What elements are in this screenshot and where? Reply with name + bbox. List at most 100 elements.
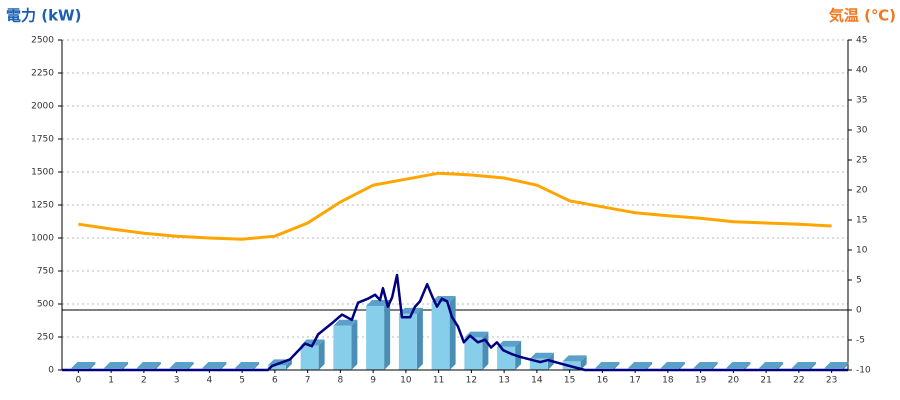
- bar-top: [104, 362, 129, 368]
- bar-side: [187, 362, 194, 370]
- bar-side: [285, 359, 292, 370]
- y-tick-label: 0: [48, 366, 54, 376]
- x-tick-label: 4: [207, 376, 213, 386]
- bar-top: [136, 362, 161, 368]
- bar-side: [744, 362, 751, 370]
- bar-top: [529, 352, 554, 359]
- y2-tick-label: 45: [856, 36, 867, 46]
- x-tick-label: 18: [662, 376, 674, 386]
- x-tick-label: 16: [597, 376, 609, 386]
- y-tick-label: 1750: [31, 135, 54, 145]
- x-tick-label: 2: [141, 376, 147, 386]
- bar-side: [89, 362, 96, 370]
- bar-top: [235, 362, 260, 368]
- bar-side: [777, 362, 784, 370]
- y2-tick-label: 0: [856, 306, 862, 316]
- y2-tick-label: 15: [856, 216, 867, 226]
- y-axis-title: 電力 (kW): [6, 7, 81, 25]
- bar-top: [628, 362, 653, 368]
- bar-side: [613, 362, 620, 370]
- x-tick-label: 23: [826, 376, 837, 386]
- bar-side: [711, 362, 718, 370]
- bar: [333, 325, 352, 370]
- bar-top: [169, 362, 194, 368]
- bar-top: [71, 362, 96, 368]
- bar: [366, 305, 385, 370]
- x-tick-label: 11: [433, 376, 444, 386]
- bar: [431, 302, 450, 370]
- y2-tick-label: 20: [856, 186, 868, 196]
- y2-tick-label: 30: [856, 126, 868, 136]
- power-line: [62, 273, 848, 372]
- bar-side: [580, 355, 587, 370]
- x-tick-label: 3: [174, 376, 180, 386]
- bar-top: [497, 340, 522, 347]
- bar-top: [366, 299, 391, 306]
- y-tick-label: 2000: [31, 102, 54, 112]
- bar-top: [693, 362, 718, 368]
- bar: [300, 345, 319, 370]
- y-tick-label: 250: [37, 333, 54, 343]
- y-tick-label: 1500: [31, 168, 54, 178]
- bar-top: [791, 362, 816, 368]
- bar-side: [220, 362, 227, 370]
- bar-side: [384, 299, 391, 370]
- bar-side: [416, 307, 423, 370]
- y-tick-label: 2500: [31, 36, 54, 46]
- x-tick-label: 10: [400, 376, 412, 386]
- bar-top: [726, 362, 751, 368]
- bar-top: [595, 362, 620, 368]
- bar: [267, 365, 286, 370]
- x-tick-label: 21: [760, 376, 771, 386]
- x-tick-label: 1: [108, 376, 114, 386]
- temperature-line: [78, 171, 832, 241]
- bar-top: [398, 307, 423, 314]
- bar-side: [253, 362, 260, 370]
- y2-tick-label: -5: [856, 336, 865, 346]
- x-tick-label: 7: [305, 376, 311, 386]
- bar: [464, 337, 483, 370]
- y2-tick-label: 35: [856, 96, 867, 106]
- x-tick-label: 20: [728, 376, 740, 386]
- y-tick-label: 500: [37, 300, 54, 310]
- y2-tick-label: 25: [856, 156, 867, 166]
- y2-tick-label: -10: [856, 366, 871, 376]
- y2-tick-label: 40: [856, 66, 868, 76]
- bar-side: [449, 296, 456, 370]
- x-tick-label: 15: [564, 376, 575, 386]
- y-tick-label: 750: [37, 267, 54, 277]
- y2-axis-title: 気温 (℃): [829, 7, 896, 25]
- bar-top: [202, 362, 227, 368]
- bar-side: [809, 362, 816, 370]
- bar-top: [562, 355, 587, 362]
- x-tick-label: 6: [272, 376, 278, 386]
- y2-tick-label: 5: [856, 276, 862, 286]
- x-tick-label: 9: [370, 376, 376, 386]
- y-tick-label: 1250: [31, 201, 54, 211]
- bar-side: [646, 362, 653, 370]
- bar-side: [842, 362, 849, 370]
- x-tick-label: 12: [466, 376, 477, 386]
- bar-side: [122, 362, 129, 370]
- x-tick-label: 22: [793, 376, 804, 386]
- bar-side: [678, 362, 685, 370]
- x-tick-label: 0: [76, 376, 82, 386]
- bar: [398, 313, 417, 370]
- bar-top: [759, 362, 784, 368]
- y-tick-label: 1000: [31, 234, 54, 244]
- x-tick-label: 19: [695, 376, 707, 386]
- bar-side: [351, 319, 358, 370]
- x-tick-label: 17: [629, 376, 640, 386]
- bar: [529, 358, 548, 370]
- x-tick-label: 14: [531, 376, 543, 386]
- bar-top: [660, 362, 685, 368]
- bar-side: [154, 362, 161, 370]
- y-tick-label: 2250: [31, 69, 54, 79]
- bar-side: [482, 331, 489, 370]
- x-tick-label: 8: [338, 376, 344, 386]
- bar-top: [824, 362, 849, 368]
- y2-tick-label: 10: [856, 246, 868, 256]
- bar-top: [333, 319, 358, 326]
- x-tick-label: 5: [239, 376, 245, 386]
